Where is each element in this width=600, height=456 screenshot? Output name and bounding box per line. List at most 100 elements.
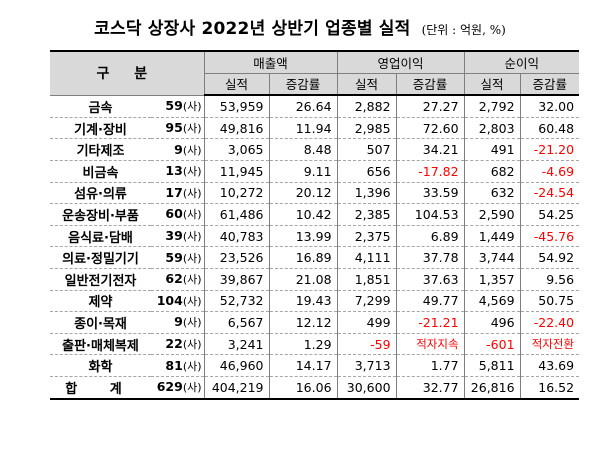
row-category: 음식료·담배 xyxy=(50,225,151,248)
cell-rev-chg: 20.12 xyxy=(269,182,338,205)
cell-net-chg: 9.56 xyxy=(520,268,580,291)
company-count-unit: (사) xyxy=(182,273,202,287)
cell-net-chg: -24.54 xyxy=(520,182,580,205)
cell-net-chg: 54.25 xyxy=(520,203,580,226)
cell-rev: 61,486 xyxy=(204,203,270,226)
cell-rev: 11,945 xyxy=(204,160,270,183)
cell-net: 3,744 xyxy=(464,246,521,269)
cell-op-chg: 1.77 xyxy=(396,354,465,377)
row-company-count: 13(사) xyxy=(151,160,205,183)
table-row: 합 계 629(사) 404,219 16.06 30,600 32.77 26,816 16… xyxy=(50,376,580,400)
cell-net: 2,590 xyxy=(464,203,521,226)
header-sub: 실적 xyxy=(336,73,397,97)
cell-op-chg: 27.27 xyxy=(396,95,465,118)
table-row: 기타제조 9(사) 3,065 8.48 507 34.21 491 -21.20 xyxy=(50,138,580,161)
company-count-value: 62 xyxy=(165,271,183,287)
cell-net-chg: -21.20 xyxy=(520,138,580,161)
row-company-count: 59(사) xyxy=(151,95,205,118)
table-row: 운송장비·부품 60(사) 61,486 10.42 2,385 104.53 2,590 5… xyxy=(50,203,580,226)
table-row: 일반전기전자 62(사) 39,867 21.08 1,851 37.63 1,357 9.5… xyxy=(50,268,580,291)
row-category: 일반전기전자 xyxy=(50,268,151,291)
row-company-count: 22(사) xyxy=(151,333,205,356)
title-main: 코스닥 상장사 2022년 상반기 업종별 실적 xyxy=(94,19,411,39)
cell-rev: 3,241 xyxy=(204,333,270,356)
company-count-unit: (사) xyxy=(182,381,202,395)
cell-rev: 53,959 xyxy=(204,95,270,118)
company-count-unit: (사) xyxy=(182,359,202,373)
cell-net: 2,792 xyxy=(464,95,521,118)
company-count-value: 22 xyxy=(165,336,183,352)
header-sub: 실적 xyxy=(203,73,270,97)
row-category: 비금속 xyxy=(50,160,151,183)
header-gubun: 구 분 xyxy=(50,49,205,96)
cell-net: 682 xyxy=(464,160,521,183)
cell-rev: 10,272 xyxy=(204,182,270,205)
company-count-value: 9 xyxy=(174,141,183,157)
company-count-value: 95 xyxy=(165,120,183,136)
company-count-value: 39 xyxy=(165,228,183,244)
header-net-profit: 순이익 xyxy=(463,49,580,74)
row-company-count: 59(사) xyxy=(151,246,205,269)
cell-net-chg: 16.52 xyxy=(520,376,580,400)
table-row: 금속 59(사) 53,959 26.64 2,882 27.27 2,792 32.00 xyxy=(50,95,580,118)
title-unit: (단위 : 억원, %) xyxy=(421,23,506,37)
cell-op-chg: 6.89 xyxy=(396,225,465,248)
table-body: 금속 59(사) 53,959 26.64 2,882 27.27 2,792 32.00 기계… xyxy=(50,95,580,400)
table-row: 섬유·의류 17(사) 10,272 20.12 1,396 33.59 632 -24.54 xyxy=(50,182,580,205)
row-company-count: 95(사) xyxy=(151,117,205,140)
cell-rev-chg: 13.99 xyxy=(269,225,338,248)
row-category: 섬유·의류 xyxy=(50,182,151,205)
company-count-unit: (사) xyxy=(182,294,202,308)
company-count-unit: (사) xyxy=(182,251,202,265)
company-count-value: 9 xyxy=(174,314,183,330)
table-header: 구 분 매출액 영업이익 순이익 실적 증감률 실적 증감률 실적 증감률 xyxy=(50,49,580,97)
cell-op: 7,299 xyxy=(337,290,397,313)
cell-rev-chg: 16.89 xyxy=(269,246,338,269)
cell-rev: 40,783 xyxy=(204,225,270,248)
header-operating-profit: 영업이익 xyxy=(336,49,465,74)
company-count-value: 17 xyxy=(165,184,183,200)
row-company-count: 81(사) xyxy=(151,354,205,377)
cell-net-chg: 60.48 xyxy=(520,117,580,140)
cell-net: 2,803 xyxy=(464,117,521,140)
company-count-value: 104 xyxy=(156,292,183,308)
cell-net: 5,811 xyxy=(464,354,521,377)
cell-op: 2,385 xyxy=(337,203,397,226)
cell-rev-chg: 14.17 xyxy=(269,354,338,377)
cell-op: 499 xyxy=(337,311,397,334)
company-count-unit: (사) xyxy=(182,143,202,157)
company-count-unit: (사) xyxy=(182,316,202,330)
cell-net-chg: -4.69 xyxy=(520,160,580,183)
row-company-count: 104(사) xyxy=(151,290,205,313)
cell-op: 2,985 xyxy=(337,117,397,140)
row-category: 의료·정밀기기 xyxy=(50,246,151,269)
cell-rev-chg: 1.29 xyxy=(269,333,338,356)
cell-op: -59 xyxy=(337,333,397,356)
cell-rev-chg: 21.08 xyxy=(269,268,338,291)
cell-rev: 6,567 xyxy=(204,311,270,334)
row-company-count: 39(사) xyxy=(151,225,205,248)
header-sub: 증감률 xyxy=(519,73,580,97)
cell-op-chg: -17.82 xyxy=(396,160,465,183)
row-category: 종이·목재 xyxy=(50,311,151,334)
row-category: 합 계 xyxy=(50,376,151,400)
cell-op: 2,375 xyxy=(337,225,397,248)
row-category: 제약 xyxy=(50,290,151,313)
cell-rev-chg: 11.94 xyxy=(269,117,338,140)
cell-op-chg: 72.60 xyxy=(396,117,465,140)
cell-rev-chg: 16.06 xyxy=(269,376,338,400)
header-sub: 증감률 xyxy=(268,73,338,97)
table-row: 기계·장비 95(사) 49,816 11.94 2,985 72.60 2,803 60.4… xyxy=(50,117,580,140)
company-count-value: 13 xyxy=(165,163,183,179)
table-row: 비금속 13(사) 11,945 9.11 656 -17.82 682 -4.69 xyxy=(50,160,580,183)
header-sub: 증감률 xyxy=(395,73,465,97)
cell-op-chg: 37.78 xyxy=(396,246,465,269)
company-count-unit: (사) xyxy=(182,338,202,352)
cell-net-chg: 43.69 xyxy=(520,354,580,377)
row-company-count: 60(사) xyxy=(151,203,205,226)
row-category: 금속 xyxy=(50,95,151,118)
cell-rev: 3,065 xyxy=(204,138,270,161)
cell-net: 26,816 xyxy=(464,376,521,400)
cell-net: 491 xyxy=(464,138,521,161)
cell-net-chg: 50.75 xyxy=(520,290,580,313)
